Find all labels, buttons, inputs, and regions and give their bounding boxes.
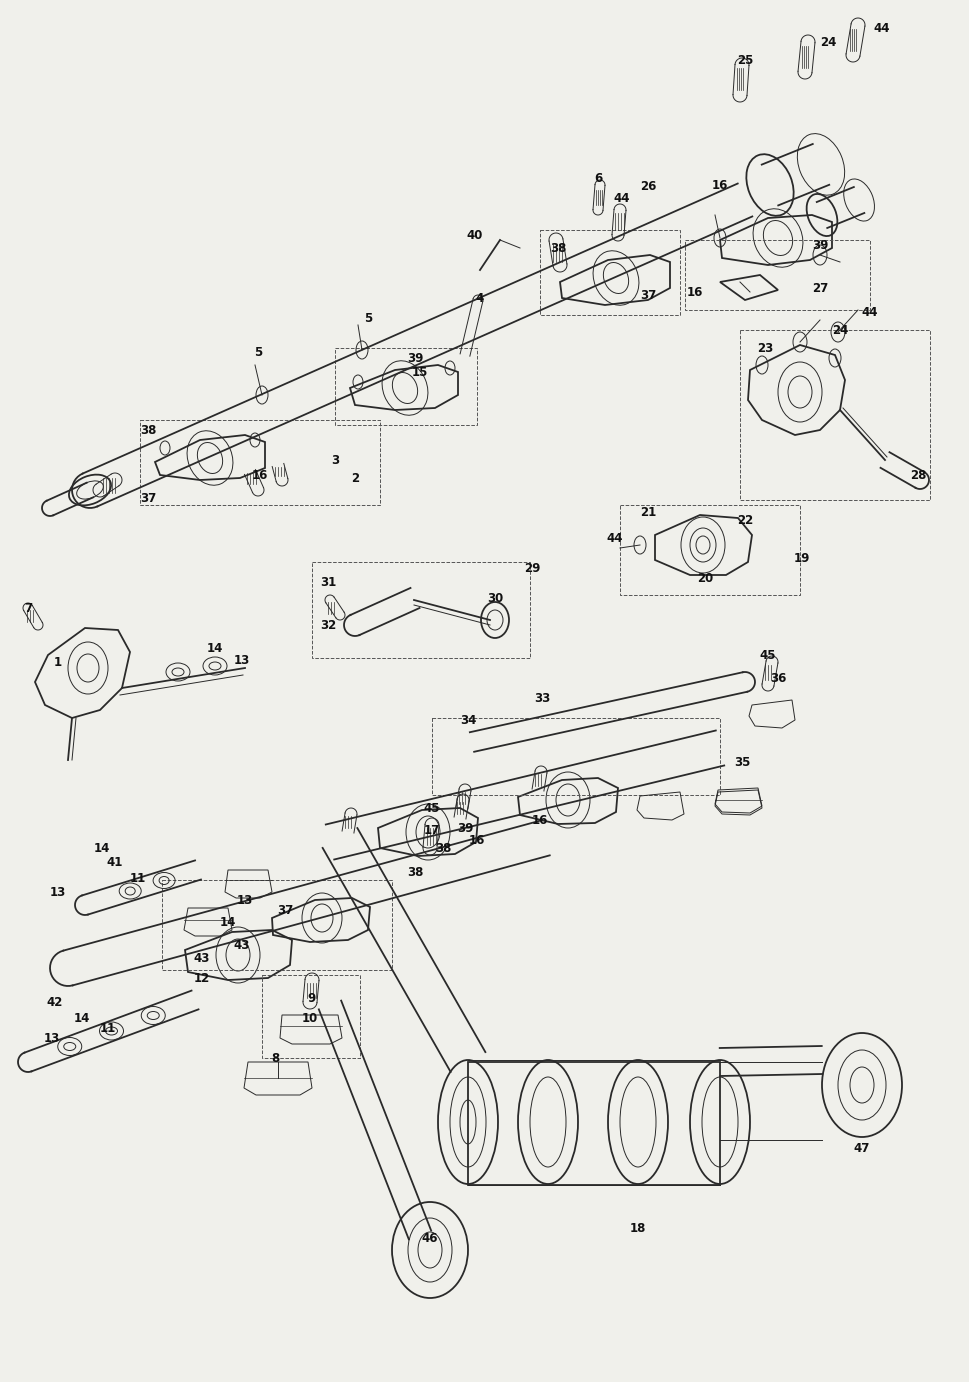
Text: 13: 13 xyxy=(49,886,66,898)
Text: 44: 44 xyxy=(607,532,623,545)
Text: 23: 23 xyxy=(756,341,772,355)
Text: 13: 13 xyxy=(236,894,253,907)
Text: 24: 24 xyxy=(831,323,847,336)
Text: 1: 1 xyxy=(54,655,62,669)
Text: 17: 17 xyxy=(423,824,440,836)
Text: 19: 19 xyxy=(793,551,809,564)
Text: 45: 45 xyxy=(423,802,440,814)
Text: 13: 13 xyxy=(234,654,250,666)
Text: 36: 36 xyxy=(769,672,786,684)
Text: 16: 16 xyxy=(711,178,728,192)
Text: 16: 16 xyxy=(686,286,703,299)
Text: 28: 28 xyxy=(909,468,925,481)
Text: 18: 18 xyxy=(629,1222,645,1234)
Text: 39: 39 xyxy=(811,239,828,252)
Text: 7: 7 xyxy=(24,601,32,615)
Text: 5: 5 xyxy=(363,311,372,325)
Text: 47: 47 xyxy=(853,1142,869,1154)
Text: 11: 11 xyxy=(100,1021,116,1035)
Text: 11: 11 xyxy=(130,872,146,884)
Text: 10: 10 xyxy=(301,1012,318,1024)
Text: 42: 42 xyxy=(47,995,63,1009)
Text: 38: 38 xyxy=(434,842,451,854)
Text: 15: 15 xyxy=(412,365,427,379)
Text: 43: 43 xyxy=(194,951,210,965)
Text: 35: 35 xyxy=(734,756,749,768)
Text: 16: 16 xyxy=(531,814,547,826)
Text: 38: 38 xyxy=(549,242,566,254)
Text: 38: 38 xyxy=(140,423,156,437)
Text: 37: 37 xyxy=(140,492,156,504)
Text: 45: 45 xyxy=(759,648,775,662)
Text: 39: 39 xyxy=(406,351,422,365)
Text: 37: 37 xyxy=(640,289,655,301)
Text: 4: 4 xyxy=(476,292,484,304)
Text: 32: 32 xyxy=(320,619,336,632)
Text: 16: 16 xyxy=(468,833,484,847)
Text: 34: 34 xyxy=(459,713,476,727)
Text: 8: 8 xyxy=(270,1052,279,1064)
Text: 13: 13 xyxy=(44,1031,60,1045)
Text: 12: 12 xyxy=(194,972,210,984)
Text: 20: 20 xyxy=(696,572,712,585)
Text: 46: 46 xyxy=(422,1231,438,1245)
Text: 43: 43 xyxy=(234,938,250,951)
Text: 41: 41 xyxy=(107,855,123,868)
Text: 38: 38 xyxy=(406,865,422,879)
Text: 25: 25 xyxy=(736,54,752,66)
Text: 16: 16 xyxy=(252,468,267,481)
Text: 44: 44 xyxy=(873,22,890,35)
Text: 29: 29 xyxy=(523,561,540,575)
Text: 5: 5 xyxy=(254,346,262,358)
Text: 40: 40 xyxy=(466,228,483,242)
Text: 27: 27 xyxy=(811,282,828,294)
Text: 26: 26 xyxy=(640,180,655,192)
Text: 33: 33 xyxy=(533,691,549,705)
Text: 44: 44 xyxy=(860,305,877,318)
Text: 22: 22 xyxy=(736,514,752,527)
Text: 39: 39 xyxy=(456,821,473,835)
Text: 9: 9 xyxy=(307,991,316,1005)
Text: 24: 24 xyxy=(819,36,835,48)
Text: 14: 14 xyxy=(206,641,223,655)
Text: 3: 3 xyxy=(330,453,339,467)
Text: 21: 21 xyxy=(640,506,655,518)
Text: 6: 6 xyxy=(593,171,602,185)
Text: 44: 44 xyxy=(613,192,630,205)
Text: 14: 14 xyxy=(220,915,235,929)
Text: 14: 14 xyxy=(94,842,110,854)
Text: 31: 31 xyxy=(320,575,336,589)
Text: 2: 2 xyxy=(351,471,359,485)
Text: 30: 30 xyxy=(486,591,503,604)
Text: 14: 14 xyxy=(74,1012,90,1024)
Text: 37: 37 xyxy=(276,904,293,916)
